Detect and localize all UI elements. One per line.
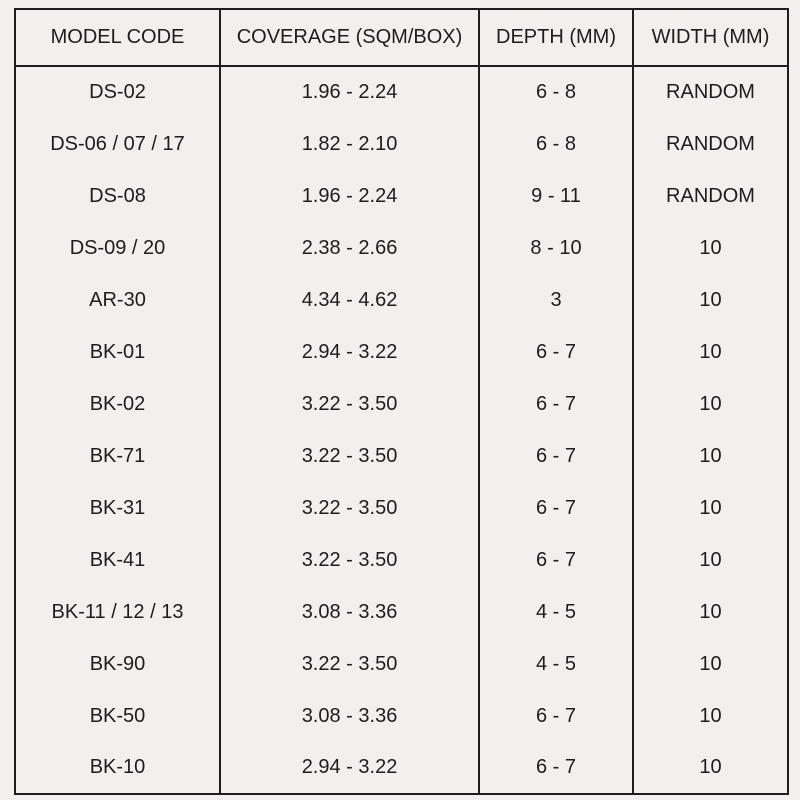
column-header-model-code: MODEL CODE [15,9,220,67]
cell-coverage: 3.08 - 3.36 [219,690,479,742]
column-header-width: WIDTH (MM) [632,9,788,67]
cell-depth: 6 - 7 [478,482,633,534]
cell-width: 10 [632,690,788,742]
cell-coverage: 3.22 - 3.50 [219,378,479,430]
cell-coverage: 2.38 - 2.66 [219,222,479,274]
cell-width: 10 [632,482,788,534]
column-header-coverage: COVERAGE (SQM/BOX) [219,9,479,67]
cell-width: 10 [632,326,788,378]
cell-model-code: BK-10 [89,756,146,778]
cell-depth: 6 - 7 [478,430,633,482]
cell-depth: 6 - 7 [478,742,633,794]
cell-coverage: 3.22 - 3.50 [219,482,479,534]
cell-coverage: 3.22 - 3.50 [219,430,479,482]
cell-width: 10 [632,274,788,326]
table-row: BK-02 3.22 - 3.50 6 - 7 10 [15,378,788,430]
table-row: DS-09 / 20 2.38 - 2.66 8 - 10 10 [15,222,788,274]
cell-depth: 9 - 11 [478,170,633,222]
cell-width: 10 [632,638,788,690]
cell-depth: 6 - 7 [478,326,633,378]
cell-depth: 6 - 7 [478,378,633,430]
cell-model-code: AR-30 [89,288,146,311]
cell-depth: 6 - 7 [478,690,633,742]
cell-coverage: 1.96 - 2.24 [219,170,479,222]
cell-coverage: 4.34 - 4.62 [219,274,479,326]
table-row: BK-31 3.22 - 3.50 6 - 7 10 [15,482,788,534]
cell-width: 10 [632,534,788,586]
cell-depth: 8 - 10 [478,222,633,274]
table-row: AR-30 4.34 - 4.62 3 10 [15,274,788,326]
cell-width: 10 [632,430,788,482]
product-spec-table: MODEL CODE COVERAGE (SQM/BOX) DEPTH (MM)… [14,8,789,795]
cell-depth: 6 - 7 [478,534,633,586]
cell-coverage: 3.08 - 3.36 [219,586,479,638]
table-row: DS-08 1.96 - 2.24 9 - 11 RANDOM [15,170,788,222]
cell-depth: 4 - 5 [478,586,633,638]
table-row: BK-50 3.08 - 3.36 6 - 7 10 [15,690,788,742]
cell-model-code: BK-02 [89,392,146,415]
cell-model-code: DS-02 [89,81,146,103]
cell-coverage: 1.96 - 2.24 [219,66,479,118]
cell-model-code: BK-90 [89,652,146,675]
table-row: BK-01 2.94 - 3.22 6 - 7 10 [15,326,788,378]
column-header-depth: DEPTH (MM) [478,9,633,67]
cell-coverage: 1.82 - 2.10 [219,118,479,170]
cell-coverage: 2.94 - 3.22 [219,742,479,794]
cell-width: RANDOM [632,118,788,170]
header-row: MODEL CODE COVERAGE (SQM/BOX) DEPTH (MM)… [15,9,788,67]
table-row: BK-10 2.94 - 3.22 6 - 7 10 [15,742,788,794]
cell-depth: 6 - 8 [478,118,633,170]
cell-width: 10 [632,586,788,638]
cell-coverage: 3.22 - 3.50 [219,534,479,586]
cell-model-code: BK-11 / 12 / 13 [51,600,184,623]
cell-width: RANDOM [632,66,788,118]
cell-model-code: BK-41 [89,548,146,571]
cell-width: 10 [632,378,788,430]
table-row: BK-41 3.22 - 3.50 6 - 7 10 [15,534,788,586]
cell-width: 10 [632,222,788,274]
table-row: BK-11 / 12 / 13 3.08 - 3.36 4 - 5 10 [15,586,788,638]
table-row: BK-71 3.22 - 3.50 6 - 7 10 [15,430,788,482]
cell-depth: 6 - 8 [478,66,633,118]
cell-model-code: BK-50 [89,704,146,727]
cell-model-code: BK-71 [89,444,146,467]
cell-model-code: DS-06 / 07 / 17 [50,132,185,155]
cell-depth: 3 [478,274,633,326]
table-row: DS-06 / 07 / 17 1.82 - 2.10 6 - 8 RANDOM [15,118,788,170]
cell-model-code: DS-08 [89,184,146,207]
cell-width: 10 [632,742,788,794]
cell-coverage: 3.22 - 3.50 [219,638,479,690]
cell-depth: 4 - 5 [478,638,633,690]
cell-width: RANDOM [632,170,788,222]
cell-model-code: DS-09 / 20 [69,236,166,259]
cell-model-code: BK-01 [89,340,146,363]
cell-coverage: 2.94 - 3.22 [219,326,479,378]
table-row: DS-02 1.96 - 2.24 6 - 8 RANDOM [15,66,788,118]
cell-model-code: BK-31 [89,496,146,519]
table-row: BK-90 3.22 - 3.50 4 - 5 10 [15,638,788,690]
